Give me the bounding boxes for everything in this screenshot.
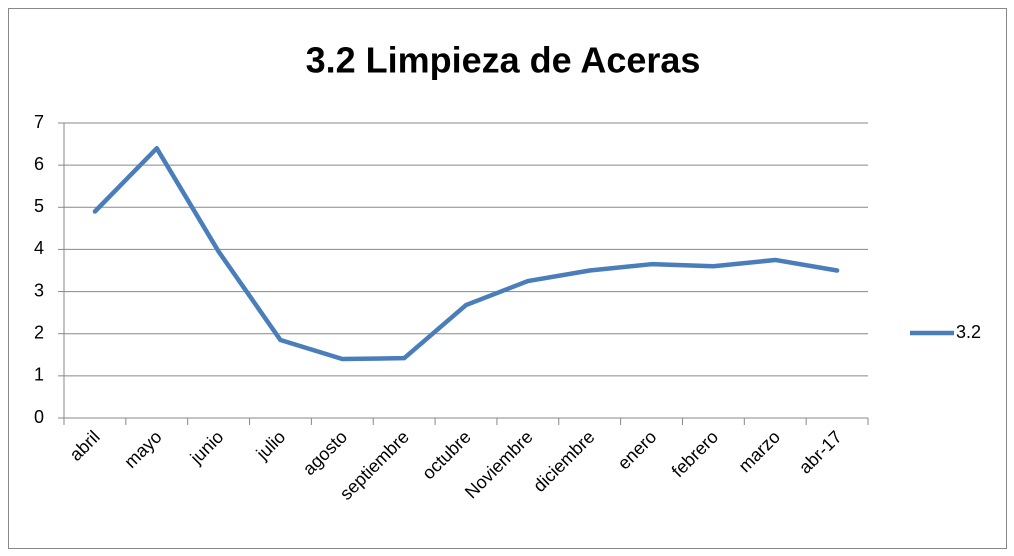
y-tick-label: 2 xyxy=(34,322,44,342)
y-tick-label: 6 xyxy=(34,154,44,174)
y-tick-label: 1 xyxy=(34,365,44,385)
y-tick-label: 3 xyxy=(34,280,44,300)
legend-label: 3.2 xyxy=(956,322,981,342)
y-tick-label: 7 xyxy=(34,112,44,132)
chart-border xyxy=(8,8,1007,549)
y-tick-label: 0 xyxy=(34,407,44,427)
line-series xyxy=(92,146,840,362)
y-tick-label: 4 xyxy=(34,238,44,258)
chart-title: 3.2 Limpieza de Aceras xyxy=(306,40,701,81)
y-tick-label: 5 xyxy=(34,196,44,216)
